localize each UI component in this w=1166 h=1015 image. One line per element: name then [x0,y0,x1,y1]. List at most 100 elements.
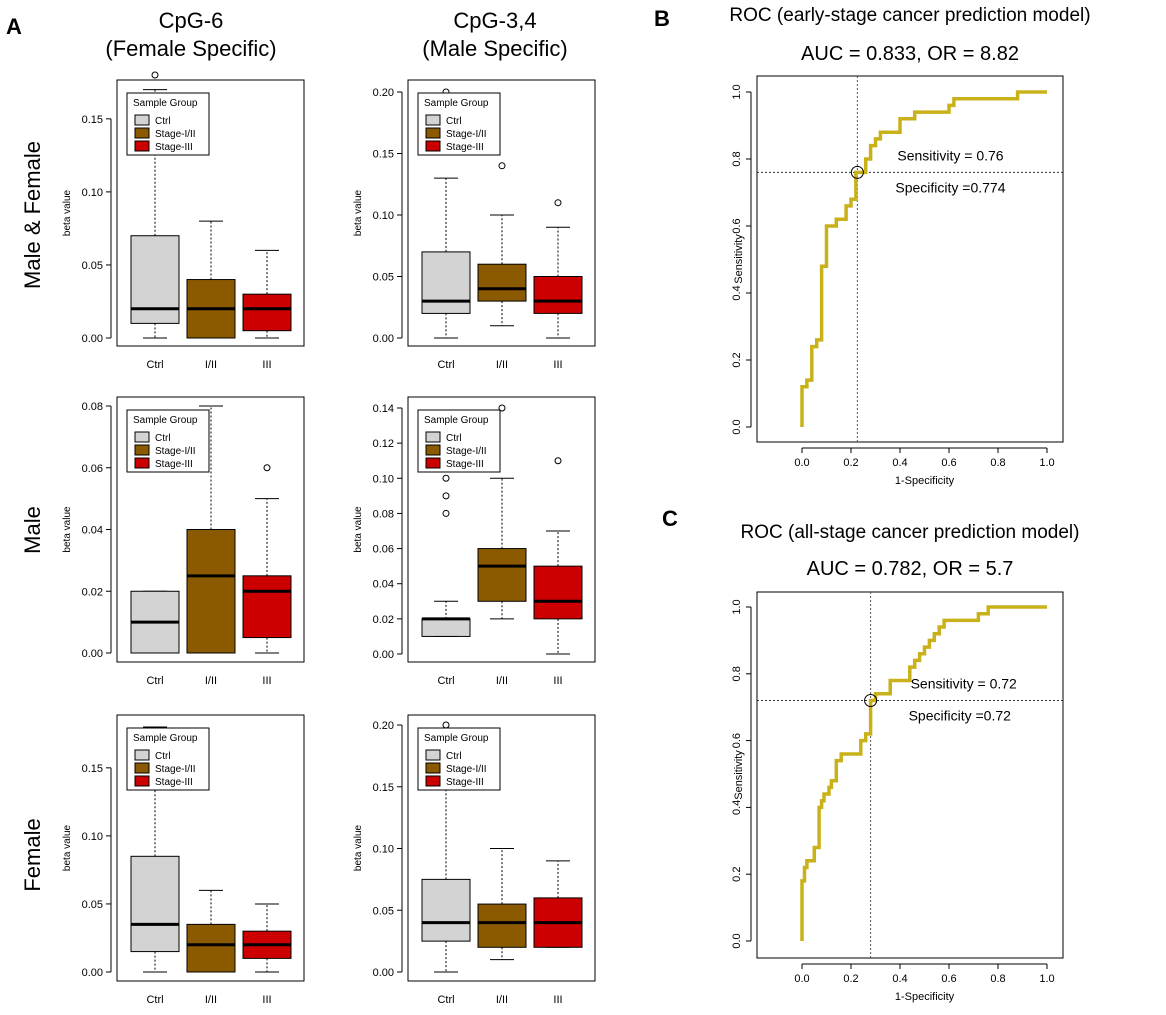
y-tick-label: 0.0 [731,419,743,434]
y-tick-label: 0.15 [373,782,394,794]
legend-entry: Stage-III [155,459,193,470]
y-tick-label: 0.20 [373,720,394,732]
roc-title: ROC (early-stage cancer prediction model… [729,5,1090,26]
y-tick-label: 0.10 [373,844,394,856]
box-III [533,860,583,948]
box-I/II [186,220,236,339]
outlier-point [554,457,562,465]
legend: Sample Group Ctrl Stage-I/II Stage-III [126,727,210,791]
iqr-box [186,529,236,654]
iqr-box [242,575,292,639]
y-tick-label: 0.00 [82,333,103,345]
boxplot-bp-m-cpg6: 0.00 0.02 0.04 0.06 0.08 beta value Ctrl I/II II… [62,396,305,687]
boxplot-bp-mf-cpg34: 0.00 0.05 0.10 0.15 0.20 beta value Ctrl I/II II… [353,79,596,371]
specificity-annotation: Specificity =0.72 [909,708,1012,724]
box-I/II [477,162,527,327]
legend-swatch [134,762,150,774]
col-title-cpg34-line1: CpG-3,4 [453,8,536,33]
legend-swatch [134,114,150,126]
legend-swatch [425,140,441,152]
x-tick-label: 0.4 [892,457,907,469]
outlier-point [554,199,562,207]
box-III [242,903,292,973]
y-tick-label: 1.0 [731,599,743,614]
cutoff-point [850,165,864,179]
x-tick-label: I/II [496,359,508,371]
plot-frame [407,396,596,663]
box-I/II [477,404,527,620]
plot-frame [756,591,1064,959]
box-III [242,249,292,339]
y-tick-label: 0.14 [373,403,394,415]
x-tick-label: I/II [205,359,217,371]
y-tick-label: 0.04 [373,579,394,591]
legend-swatch [425,749,441,761]
y-tick-label: 0.15 [82,763,103,775]
outlier-point [263,464,271,472]
y-tick-label: 0.00 [82,648,103,660]
legend-swatch [425,775,441,787]
box-Ctrl [130,590,180,654]
legend-swatch [425,444,441,456]
y-tick-label: 0.02 [373,614,394,626]
roc-title: ROC (all-stage cancer prediction model) [741,522,1080,543]
y-axis-label: beta value [62,824,73,871]
x-tick-label: III [262,675,271,687]
roc-roc-early: ROC (early-stage cancer prediction model… [729,5,1090,487]
legend-entry: Stage-III [446,777,484,788]
legend-title: Sample Group [133,98,198,109]
x-tick-label: I/II [496,994,508,1006]
legend-entry: Ctrl [155,751,171,762]
legend-swatch [425,114,441,126]
legend: Sample Group Ctrl Stage-I/II Stage-III [126,409,210,473]
legend-title: Sample Group [133,415,198,426]
panel-label-c: C [662,506,678,531]
charts-layer: 0.00 0.05 0.10 0.15 beta value Ctrl I/II III Sam… [62,5,1091,1006]
x-tick-label: 0.6 [941,973,956,985]
y-axis-label: beta value [353,189,364,236]
y-tick-label: 1.0 [731,84,743,99]
plot-frame [116,79,305,347]
roc-curve [800,605,1047,941]
legend-swatch [425,127,441,139]
outlier-point [442,474,450,482]
legend-title: Sample Group [424,415,489,426]
outlier-point [498,404,506,412]
box-III [533,199,583,339]
x-tick-label: I/II [205,675,217,687]
legend-entry: Ctrl [155,433,171,444]
y-tick-label: 0.00 [373,967,394,979]
iqr-box [477,263,527,302]
y-tick-label: 0.8 [731,666,743,681]
legend: Sample Group Ctrl Stage-I/II Stage-III [417,92,501,156]
y-tick-label: 0.2 [731,352,743,367]
iqr-box [477,903,527,948]
y-tick-label: 0.6 [731,733,743,748]
y-tick-label: 0.05 [82,899,103,911]
y-axis-label: Sensitivity [733,750,745,800]
legend-entry: Stage-I/II [446,446,487,457]
y-tick-label: 0.00 [373,649,394,661]
legend-entry: Stage-I/II [155,129,196,140]
x-tick-label: III [262,359,271,371]
sensitivity-annotation: Sensitivity = 0.76 [897,147,1003,163]
plot-frame [116,714,305,982]
box-Ctrl [130,726,180,973]
x-tick-label: Ctrl [437,359,454,371]
box-Ctrl [421,721,471,973]
legend-entry: Stage-I/II [446,129,487,140]
x-tick-label: 0.8 [990,457,1005,469]
y-tick-label: 0.12 [373,438,394,450]
cutoff-point [864,694,878,708]
x-tick-label: 0.6 [941,457,956,469]
y-axis-label: beta value [353,506,364,553]
x-tick-label: I/II [496,675,508,687]
legend-swatch [134,749,150,761]
y-tick-label: 0.20 [373,87,394,99]
x-tick-label: III [262,994,271,1006]
outlier-point [442,509,450,517]
iqr-box [477,548,527,602]
legend-swatch [425,431,441,443]
y-tick-label: 0.06 [82,463,103,475]
x-tick-label: Ctrl [146,675,163,687]
